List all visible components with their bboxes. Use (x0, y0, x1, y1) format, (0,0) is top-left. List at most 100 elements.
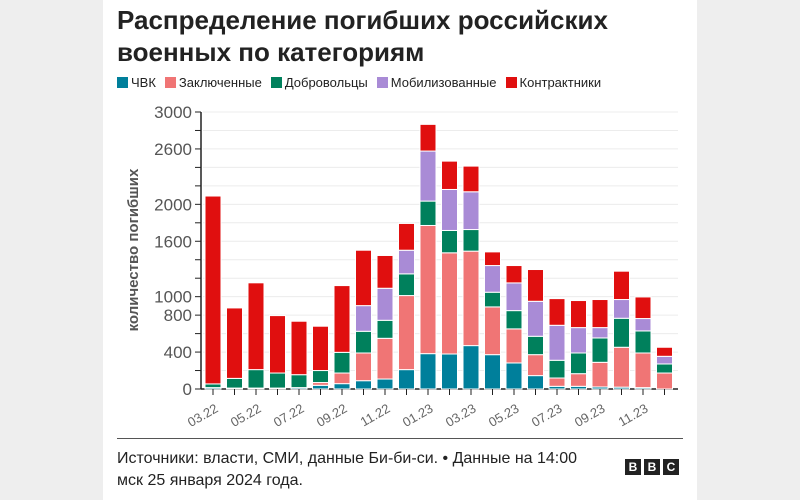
legend-label: Контрактники (519, 75, 602, 90)
bar-segment (355, 352, 372, 382)
bar-segment (398, 222, 415, 251)
bar-segment (548, 359, 566, 379)
bar-segment (419, 150, 437, 202)
bar-segment (226, 377, 243, 389)
legend-label: Заключенные (178, 75, 262, 90)
bar-segment (204, 195, 222, 385)
chart-card: Распределение погибших российских военны… (103, 0, 697, 500)
x-tick-label: 03.23 (443, 401, 479, 430)
bar-segment (376, 254, 394, 289)
bar-segment (656, 355, 673, 365)
chart-title: Распределение погибших российских военны… (117, 5, 608, 67)
bar-segment (484, 291, 501, 308)
legend-item: Добровольцы (270, 75, 368, 90)
legend-swatch (117, 77, 128, 88)
bar-segment (591, 299, 609, 329)
x-tick-label: 05.23 (486, 401, 522, 430)
bar-segment (247, 369, 265, 389)
bar-segment (613, 270, 630, 301)
x-tick-label: 07.22 (271, 401, 307, 430)
bar-segment (312, 370, 329, 384)
bar-segment (634, 352, 652, 389)
bar-segment (312, 325, 329, 372)
y-tick-label: 1600 (154, 232, 192, 251)
bar-segment (398, 273, 415, 297)
bar-segment (656, 363, 673, 374)
legend-item: Контрактники (505, 75, 602, 90)
legend-label: ЧВК (131, 75, 156, 90)
bar-segment (548, 324, 566, 361)
bar-segment (462, 191, 480, 231)
bar-segment (613, 317, 630, 348)
x-tick-label: 05.22 (228, 401, 264, 430)
bar-segment (527, 375, 544, 390)
x-tick-label: 09.23 (572, 401, 608, 430)
legend: ЧВК Заключенные Добровольцы Мобилизованные К… (117, 75, 601, 90)
bar-segment (656, 346, 673, 357)
bar-segment (484, 354, 501, 390)
legend-item: Заключенные (164, 75, 262, 90)
legend-item: ЧВК (117, 75, 156, 90)
y-tick-label: 1000 (154, 288, 192, 307)
bar-segment (419, 224, 437, 355)
bar-segment (462, 250, 480, 347)
bar-segment (591, 327, 609, 339)
bar-segment (505, 310, 523, 330)
bar-segment (419, 200, 437, 226)
x-tick-label: 03.22 (185, 401, 221, 430)
legend-label: Мобилизованные (390, 75, 497, 90)
bar-segment (484, 306, 501, 356)
legend-swatch (164, 77, 176, 88)
bar-segment (505, 328, 523, 364)
y-tick-label: 800 (164, 306, 192, 325)
bar-segment (290, 374, 308, 389)
bar-segment (591, 337, 609, 363)
bar-segment (441, 353, 458, 390)
bar-segment (527, 300, 544, 337)
x-tick-label: 07.23 (529, 401, 565, 430)
bar-segment (376, 337, 394, 380)
x-tick-label: 11.22 (358, 401, 393, 430)
bar-segment (527, 335, 544, 356)
bar-segment (505, 282, 523, 312)
bar-segment (269, 372, 286, 389)
bar-segment (226, 307, 243, 379)
bar-segment (527, 269, 544, 302)
bar-segment (398, 249, 415, 275)
bar-segment (290, 320, 308, 376)
bar-segment (570, 373, 587, 387)
bar-segment (570, 327, 587, 354)
bar-segment (419, 353, 437, 390)
divider (117, 438, 683, 439)
x-tick-label: 09.22 (314, 401, 350, 430)
bar-segment (570, 352, 587, 375)
bar-segment (527, 354, 544, 377)
bar-segment (376, 319, 394, 339)
bar-segment (656, 372, 673, 390)
y-tick-label: 3000 (154, 103, 192, 122)
bar-segment (613, 346, 630, 388)
bar-segment (462, 345, 480, 390)
bar-segment (333, 383, 351, 390)
bar-segment (441, 229, 458, 254)
bar-segment (204, 383, 222, 389)
bar-segment (312, 384, 329, 390)
bar-segment (591, 361, 609, 388)
bar-segment (484, 265, 501, 293)
legend-label: Добровольцы (284, 75, 368, 90)
x-tick-label: 01.23 (400, 401, 436, 430)
y-tick-label: 0 (183, 380, 192, 399)
bar-segment (333, 351, 351, 374)
bar-segment (613, 299, 630, 319)
x-tick-label: 11.23 (616, 401, 651, 430)
legend-swatch (376, 77, 388, 88)
bar-segment (355, 305, 372, 332)
bar-segment (484, 251, 501, 267)
bar-segment (355, 249, 372, 307)
bar-segment (398, 295, 415, 371)
bar-segment (548, 298, 566, 326)
bar-segment (269, 315, 286, 374)
bar-segment (419, 123, 437, 152)
